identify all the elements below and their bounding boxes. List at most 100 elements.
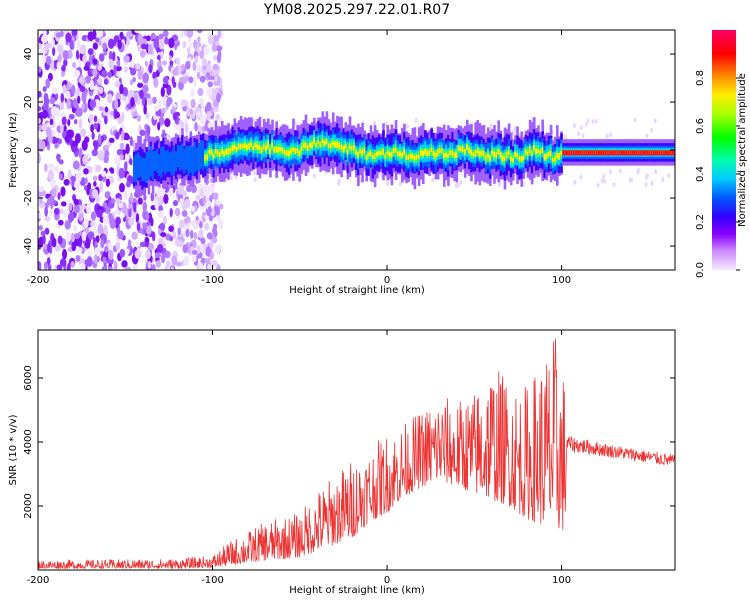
spectrogram-faint-cell: [573, 122, 577, 128]
spectrogram-noise-cell: [148, 242, 155, 251]
spectrogram-noise-cell: [132, 262, 138, 270]
spectrogram-noise-cell: [122, 86, 129, 98]
spectrogram-ridge-cell: [206, 154, 209, 160]
spectrogram-peak-cell: [597, 150, 601, 156]
spectrogram-noise-cell: [212, 192, 219, 200]
spectrogram-noise-cell: [200, 114, 207, 125]
spectrogram-noise-cell: [125, 143, 130, 155]
spectrogram-ridge-cell: [325, 138, 329, 145]
spectrogram-ridge-cell: [530, 151, 534, 156]
spectrogram-ridge-cell: [346, 149, 350, 155]
spectrogram-ridge-cell: [302, 142, 306, 148]
spectrogram-noise-cell: [92, 175, 98, 181]
spectrogram-noise-cell: [78, 118, 83, 130]
spectrogram-noise-cell: [108, 38, 115, 50]
spectrogram-noise-cell: [159, 222, 166, 231]
spectrogram-ridge-cell: [292, 147, 295, 152]
spectrogram-noise-cell: [215, 45, 223, 52]
spectrogram-ridge-cell: [156, 149, 159, 173]
spectrogram-noise-cell: [47, 163, 55, 170]
spectrogram-noise-cell: [139, 241, 147, 248]
spectrogram-noise-cell: [38, 118, 41, 124]
spectrogram-noise-cell: [177, 227, 181, 236]
spectrogram-noise-cell: [209, 251, 214, 260]
spectrogram-noise-cell: [88, 113, 94, 123]
spectrogram-noise-cell: [83, 168, 89, 175]
spectrogram-noise-cell: [157, 210, 165, 219]
spectrogram-ridge-cell: [285, 150, 289, 156]
spectrogram-noise-cell: [68, 169, 72, 178]
spectrogram-noise-cell: [101, 266, 107, 270]
spectrogram-noise-cell: [76, 95, 81, 104]
spectrogram-noise-cell: [60, 201, 67, 207]
spectrogram-noise-cell: [160, 232, 167, 238]
snr-xtick-label: -100: [201, 575, 224, 586]
spectrogram-noise-cell: [204, 222, 210, 231]
spectrogram-noise-cell: [53, 166, 59, 173]
spectrogram-noise-cell: [216, 92, 221, 103]
spectrogram-marks: [38, 30, 675, 270]
spectrogram-noise-cell: [182, 244, 189, 254]
spectrogram-ridge-cell: [421, 150, 425, 157]
spectrogram-noise-cell: [38, 261, 42, 270]
spectrogram-noise-cell: [114, 111, 120, 119]
spectrogram-peak-cell: [629, 150, 632, 156]
spectrogram-noise-cell: [79, 85, 86, 93]
spectrogram-noise-cell: [71, 145, 78, 153]
spectrogram-noise-cell: [170, 266, 175, 270]
colorbar-tick-label: 0.2: [695, 214, 706, 230]
spectrogram-noise-cell: [196, 30, 203, 34]
spectrogram-noise-cell: [211, 259, 218, 267]
spectrogram-noise-cell: [155, 110, 161, 117]
spectrogram-noise-cell: [104, 246, 109, 253]
spectrogram-noise-cell: [168, 55, 173, 61]
spectrogram-peak-cell: [627, 150, 630, 156]
spectrogram-ridge-cell: [390, 152, 394, 158]
spectrogram-noise-cell: [174, 238, 181, 247]
spectrogram-ridge-cell: [329, 143, 333, 149]
spectrogram-noise-cell: [131, 231, 138, 240]
spectrogram-noise-cell: [129, 90, 135, 97]
spectrogram-noise-cell: [172, 231, 177, 240]
spectrogram-ridge-cell: [185, 146, 188, 170]
spectrogram-noise-cell: [134, 93, 138, 103]
spectrogram-ridge-cell: [474, 150, 477, 157]
spectrogram-noise-cell: [68, 113, 75, 120]
spectrogram-faint-cell: [644, 181, 648, 187]
spectrogram-noise-cell: [183, 255, 190, 266]
spectrogram-noise-cell: [171, 255, 178, 266]
spectrogram-peak-cell: [579, 150, 582, 156]
spectrogram-ridge-cell: [524, 149, 528, 154]
spectrogram-noise-cell: [47, 169, 55, 181]
spectrogram-faint-cell: [431, 177, 435, 183]
spectrogram-noise-cell: [114, 198, 121, 204]
spectrogram-peak-cell: [652, 150, 655, 156]
spectrogram-noise-cell: [78, 147, 83, 159]
chart-title: YM08.2025.297.22.01.R07: [263, 2, 450, 18]
spectrogram-faint-cell: [579, 125, 583, 131]
spectrogram-peak-cell: [646, 150, 649, 156]
spectrogram-ridge-cell: [558, 153, 561, 160]
spectrogram-noise-cell: [53, 207, 60, 215]
spectrogram-noise-cell: [195, 219, 200, 225]
spectrogram-peak-cell: [648, 150, 651, 156]
spectrogram-y-axis: -40 -20 0 20 40: [23, 48, 675, 254]
spectrogram-faint-cell: [459, 179, 463, 185]
spectrogram-noise-cell: [123, 190, 128, 202]
spectrogram-ridge-cell: [503, 156, 507, 161]
spectrogram-noise-cell: [95, 37, 100, 43]
spectrogram-faint-cell: [654, 168, 658, 174]
spectrogram-noise-cell: [126, 31, 133, 38]
spectrogram-noise-cell: [122, 95, 127, 102]
spectrogram-noise-cell: [79, 128, 87, 138]
spectrogram-ridge-cell: [216, 150, 220, 157]
spectrogram-noise-cell: [44, 216, 51, 222]
spectrogram-faint-cell: [312, 173, 316, 179]
spectrogram-noise-cell: [55, 107, 60, 118]
spectrogram-noise-cell: [61, 64, 66, 73]
spectrogram-noise-cell: [66, 98, 71, 110]
spectrogram-ridge-cell: [472, 152, 475, 157]
spectrogram-noise-cell: [198, 229, 204, 239]
spectrogram-ridge-cell: [237, 143, 241, 149]
spectrogram-noise-cell: [81, 91, 87, 103]
